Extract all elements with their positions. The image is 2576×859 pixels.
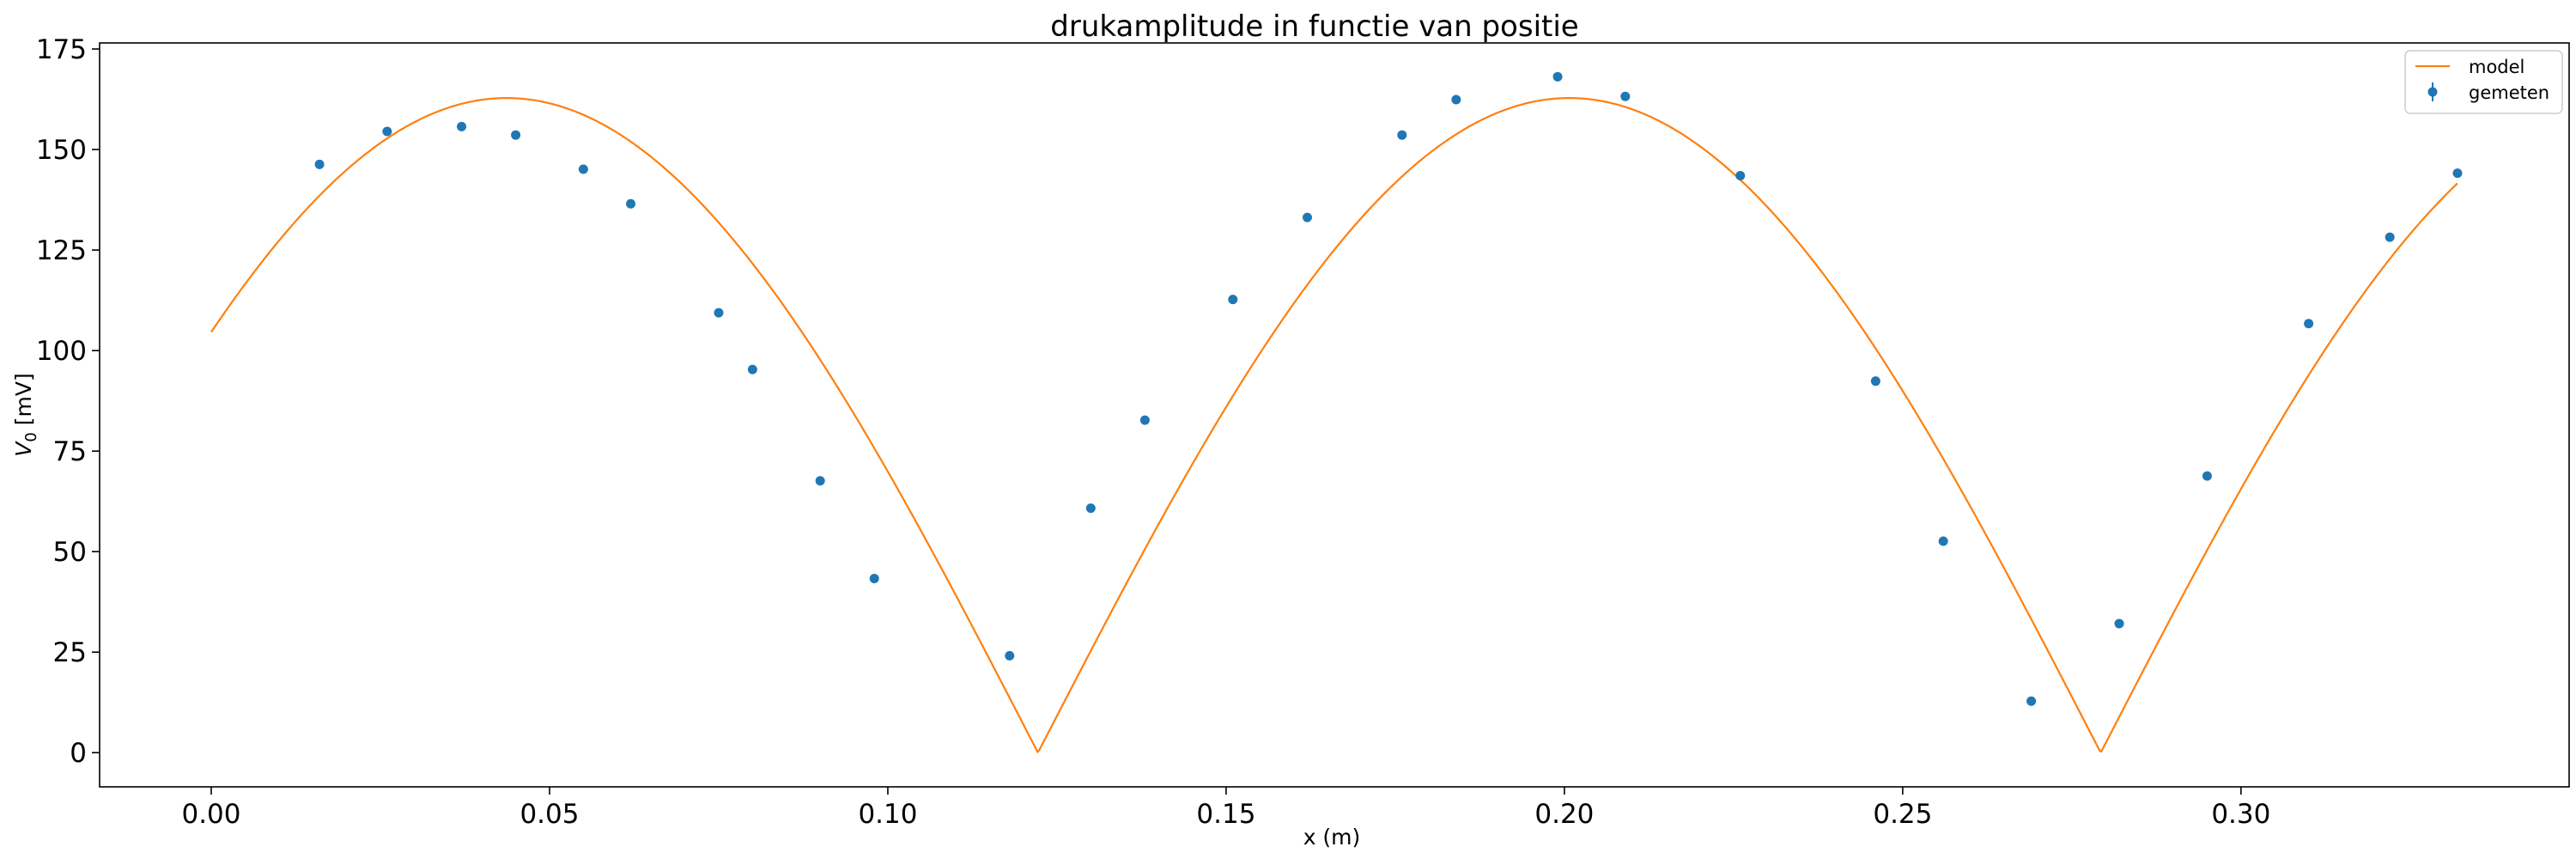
data-point bbox=[2114, 618, 2124, 629]
x-tick-label: 0.20 bbox=[1534, 799, 1594, 830]
legend-label-gemeten: gemeten bbox=[2469, 82, 2549, 103]
data-point bbox=[457, 121, 467, 131]
data-point bbox=[314, 159, 325, 169]
data-point bbox=[815, 476, 825, 486]
x-tick-label: 0.00 bbox=[181, 799, 240, 830]
data-point bbox=[1451, 94, 1461, 105]
chart-title: drukamplitude in functie van positie bbox=[1050, 9, 1578, 44]
data-point bbox=[511, 130, 521, 140]
data-point bbox=[1938, 536, 1948, 546]
data-point bbox=[1085, 503, 1096, 514]
y-axis-label-symbol: V bbox=[11, 441, 36, 457]
data-point bbox=[1735, 170, 1746, 180]
data-point bbox=[2385, 232, 2395, 242]
y-tick-label: 150 bbox=[36, 135, 87, 166]
y-axis-label: V0 [mV] bbox=[11, 373, 40, 456]
data-point bbox=[1302, 212, 1312, 222]
data-point bbox=[1139, 415, 1150, 425]
x-axis-ticks: 0.00 0.05 0.10 0.15 0.20 0.25 0.30 bbox=[181, 787, 2270, 830]
data-point bbox=[2452, 168, 2463, 179]
data-point bbox=[1228, 295, 1238, 305]
data-point bbox=[869, 574, 879, 584]
model-line bbox=[210, 97, 2458, 754]
x-tick-label: 0.30 bbox=[2211, 799, 2270, 830]
data-point bbox=[2202, 471, 2212, 481]
data-point bbox=[1552, 71, 1563, 82]
legend-label-model: model bbox=[2469, 57, 2524, 77]
legend-swatch-gemeten bbox=[2427, 87, 2438, 97]
x-tick-label: 0.25 bbox=[1873, 799, 1932, 830]
data-point bbox=[626, 198, 636, 209]
y-tick-label: 75 bbox=[53, 436, 87, 467]
data-point bbox=[578, 164, 588, 174]
y-axis-ticks: 0 25 50 75 100 125 150 175 bbox=[36, 34, 100, 769]
y-tick-label: 175 bbox=[36, 34, 87, 65]
data-point bbox=[2026, 696, 2037, 706]
y-tick-label: 25 bbox=[53, 637, 87, 668]
data-point bbox=[1620, 91, 1631, 101]
y-tick-label: 125 bbox=[36, 235, 87, 266]
x-tick-label: 0.10 bbox=[858, 799, 917, 830]
y-tick-label: 0 bbox=[70, 738, 87, 769]
y-tick-label: 100 bbox=[36, 336, 87, 367]
legend: model gemeten bbox=[2404, 50, 2563, 114]
data-point bbox=[1397, 130, 1407, 140]
y-tick-label: 50 bbox=[53, 537, 87, 568]
x-axis-label: x (m) bbox=[1303, 825, 1361, 850]
data-point bbox=[382, 126, 392, 137]
data-point bbox=[2304, 319, 2314, 329]
model-series bbox=[210, 97, 2458, 754]
data-point bbox=[1870, 376, 1880, 387]
data-point bbox=[714, 308, 724, 318]
x-tick-label: 0.15 bbox=[1196, 799, 1255, 830]
measured-series bbox=[314, 71, 2463, 706]
y-axis-label-unit: [mV] bbox=[11, 373, 36, 432]
y-axis-label-subscript: 0 bbox=[22, 432, 40, 442]
x-tick-label: 0.05 bbox=[519, 799, 579, 830]
plot-frame bbox=[99, 42, 2570, 788]
data-point bbox=[1005, 650, 1015, 661]
data-point bbox=[747, 364, 757, 375]
